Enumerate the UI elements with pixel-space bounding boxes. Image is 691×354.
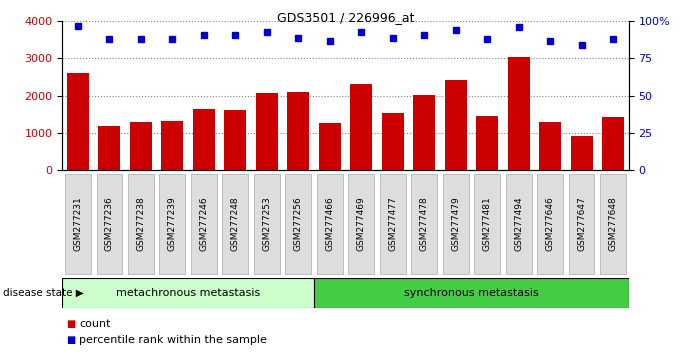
Text: GSM277646: GSM277646 <box>546 196 555 251</box>
Bar <box>539 122 561 170</box>
FancyBboxPatch shape <box>569 174 594 274</box>
Bar <box>193 109 215 170</box>
Text: metachronous metastasis: metachronous metastasis <box>116 288 261 298</box>
Text: GSM277494: GSM277494 <box>514 196 523 251</box>
Bar <box>67 73 89 170</box>
Text: GSM277231: GSM277231 <box>73 196 82 251</box>
Bar <box>602 117 624 170</box>
Bar <box>287 92 310 170</box>
FancyBboxPatch shape <box>191 174 217 274</box>
FancyBboxPatch shape <box>443 174 468 274</box>
Bar <box>98 126 120 170</box>
Text: GSM277477: GSM277477 <box>388 196 397 251</box>
FancyBboxPatch shape <box>474 174 500 274</box>
FancyBboxPatch shape <box>600 174 626 274</box>
FancyBboxPatch shape <box>348 174 374 274</box>
FancyBboxPatch shape <box>380 174 406 274</box>
Bar <box>571 136 593 170</box>
Bar <box>161 121 183 170</box>
Text: disease state ▶: disease state ▶ <box>3 288 84 298</box>
Bar <box>319 123 341 170</box>
FancyBboxPatch shape <box>223 174 248 274</box>
Text: GSM277239: GSM277239 <box>168 196 177 251</box>
Bar <box>445 80 466 170</box>
Text: ■: ■ <box>66 335 75 345</box>
FancyBboxPatch shape <box>62 278 314 308</box>
Text: GSM277481: GSM277481 <box>482 196 492 251</box>
Text: GSM277466: GSM277466 <box>325 196 334 251</box>
Text: ■: ■ <box>66 319 75 329</box>
FancyBboxPatch shape <box>317 174 343 274</box>
Text: GSM277479: GSM277479 <box>451 196 460 251</box>
Text: GSM277648: GSM277648 <box>609 196 618 251</box>
Bar <box>256 93 278 170</box>
Text: GSM277246: GSM277246 <box>199 196 209 251</box>
FancyBboxPatch shape <box>97 174 122 274</box>
Text: GSM277469: GSM277469 <box>357 196 366 251</box>
Bar <box>381 113 404 170</box>
Bar <box>476 116 498 170</box>
Text: GSM277256: GSM277256 <box>294 196 303 251</box>
FancyBboxPatch shape <box>285 174 311 274</box>
FancyBboxPatch shape <box>314 278 629 308</box>
FancyBboxPatch shape <box>411 174 437 274</box>
Text: GSM277253: GSM277253 <box>263 196 272 251</box>
Bar <box>350 84 372 170</box>
FancyBboxPatch shape <box>128 174 154 274</box>
Bar <box>413 95 435 170</box>
Text: GSM277236: GSM277236 <box>105 196 114 251</box>
Text: GDS3501 / 226996_at: GDS3501 / 226996_at <box>277 11 414 24</box>
Text: percentile rank within the sample: percentile rank within the sample <box>79 335 267 345</box>
Text: synchronous metastasis: synchronous metastasis <box>404 288 539 298</box>
Text: count: count <box>79 319 111 329</box>
Text: GSM277248: GSM277248 <box>231 196 240 251</box>
FancyBboxPatch shape <box>160 174 185 274</box>
FancyBboxPatch shape <box>65 174 91 274</box>
FancyBboxPatch shape <box>254 174 280 274</box>
Text: GSM277647: GSM277647 <box>577 196 586 251</box>
FancyBboxPatch shape <box>506 174 531 274</box>
FancyBboxPatch shape <box>537 174 563 274</box>
Bar <box>225 110 247 170</box>
Text: GSM277478: GSM277478 <box>419 196 428 251</box>
Bar <box>508 57 529 170</box>
Bar <box>130 122 152 170</box>
Text: GSM277238: GSM277238 <box>136 196 145 251</box>
